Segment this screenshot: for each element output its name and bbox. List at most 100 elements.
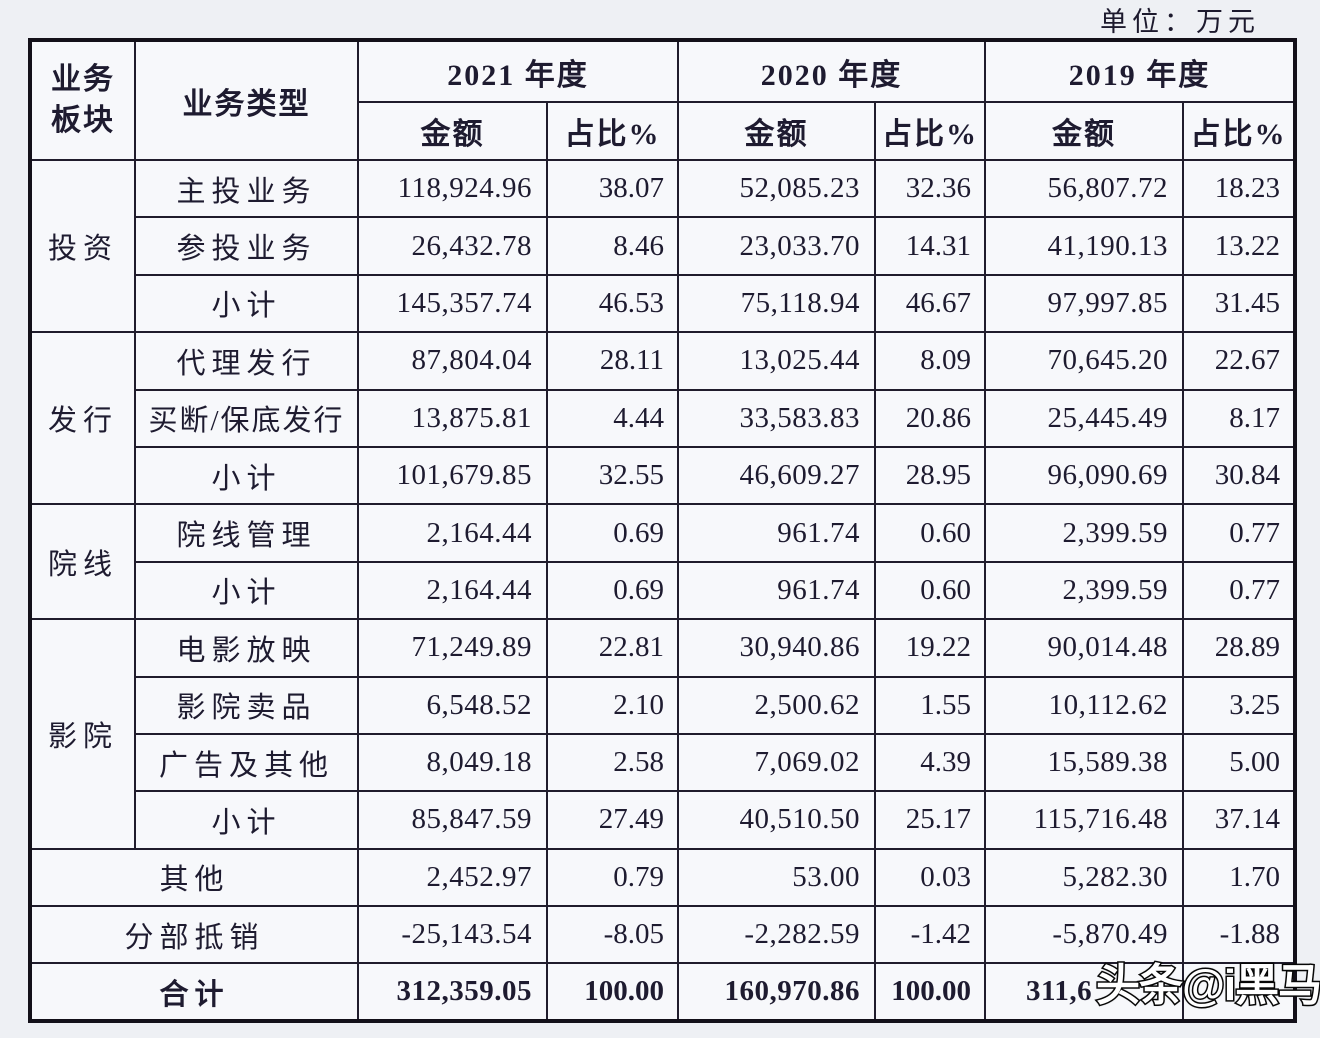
ratio-cell: 0.60 bbox=[874, 503, 986, 563]
segment-cell: 院线 bbox=[29, 503, 136, 621]
amount-cell: 2,164.44 bbox=[357, 560, 548, 621]
ratio-cell: -1.88 bbox=[1182, 905, 1296, 965]
amount-cell: 97,997.85 bbox=[984, 273, 1184, 334]
ratio-cell: 0.69 bbox=[546, 503, 679, 563]
amount-cell-obscured: 311,6 bbox=[984, 962, 1184, 1022]
amount-cell: 312,359.05 bbox=[357, 962, 548, 1022]
table-row: 院线 院线管理 2,164.44 0.69 961.74 0.60 2,399.… bbox=[29, 503, 1296, 621]
header-business-segment: 业务板块 bbox=[29, 39, 136, 161]
segment-cell: 影院 bbox=[29, 618, 136, 850]
ratio-cell: 1.55 bbox=[874, 675, 986, 735]
ratio-cell: 30.84 bbox=[1182, 445, 1296, 506]
type-cell: 参投业务 bbox=[134, 216, 359, 276]
amount-cell: 115,716.48 bbox=[984, 790, 1184, 850]
amount-cell: -2,282.59 bbox=[677, 905, 876, 965]
ratio-cell: 25.17 bbox=[874, 790, 986, 850]
type-cell: 代理发行 bbox=[134, 331, 359, 391]
ratio-cell: 0.77 bbox=[1182, 503, 1296, 563]
amount-cell: 40,510.50 bbox=[677, 790, 876, 850]
header-year-2019: 2019 年度 bbox=[984, 39, 1296, 103]
ratio-cell: 0.60 bbox=[874, 560, 986, 621]
table-row: 小计 145,357.74 46.53 75,118.94 46.67 97,9… bbox=[30, 273, 1296, 334]
ratio-cell: 22.81 bbox=[546, 618, 679, 678]
amount-cell: 8,049.18 bbox=[357, 732, 548, 793]
amount-cell: 53.00 bbox=[677, 847, 876, 908]
amount-cell: 87,804.04 bbox=[357, 331, 548, 391]
type-cell: 小计 bbox=[134, 273, 359, 334]
ratio-cell: -8.05 bbox=[546, 905, 679, 965]
segment-cell: 投资 bbox=[29, 158, 136, 334]
header-amount-2020: 金额 bbox=[677, 101, 876, 161]
table-row: 分部抵销 -25,143.54 -8.05 -2,282.59 -1.42 -5… bbox=[29, 905, 1296, 965]
amount-cell: 2,452.97 bbox=[357, 847, 548, 908]
amount-cell: 6,548.52 bbox=[357, 675, 548, 735]
header-year-2020: 2020 年度 bbox=[677, 39, 986, 103]
ratio-cell: 4.44 bbox=[546, 388, 679, 448]
table-row: 小计 85,847.59 27.49 40,510.50 25.17 115,7… bbox=[30, 790, 1296, 850]
ratio-cell: 31.45 bbox=[1182, 273, 1296, 334]
amount-cell: -5,870.49 bbox=[984, 905, 1184, 965]
amount-cell: 41,190.13 bbox=[984, 216, 1184, 276]
table-row-total: 合计 312,359.05 100.00 160,970.86 100.00 3… bbox=[29, 962, 1296, 1022]
amount-cell: 75,118.94 bbox=[677, 273, 876, 334]
header-row-metrics: 金额 占比% 金额 占比% 金额 占比% bbox=[30, 101, 1296, 161]
type-cell-total: 合计 bbox=[29, 962, 359, 1022]
type-cell: 电影放映 bbox=[134, 618, 359, 678]
amount-cell: 15,589.38 bbox=[984, 732, 1184, 793]
ratio-cell: 2.10 bbox=[546, 675, 679, 735]
header-ratio-2019: 占比% bbox=[1182, 101, 1296, 161]
watermark: 头条@i黑马 bbox=[1094, 961, 1320, 1010]
table-row: 影院卖品 6,548.52 2.10 2,500.62 1.55 10,112.… bbox=[30, 675, 1296, 735]
table-row: 发行 代理发行 87,804.04 28.11 13,025.44 8.09 7… bbox=[29, 331, 1296, 506]
ratio-cell: 4.39 bbox=[874, 732, 986, 793]
ratio-cell: 18.23 bbox=[1182, 158, 1296, 219]
ratio-cell: 100.00 bbox=[546, 962, 679, 1022]
table-row: 小计 2,164.44 0.69 961.74 0.60 2,399.59 0.… bbox=[30, 560, 1296, 621]
ratio-cell: 0.69 bbox=[546, 560, 679, 621]
type-cell: 影院卖品 bbox=[134, 675, 359, 735]
type-cell: 主投业务 bbox=[134, 158, 359, 219]
ratio-cell: 100.00 bbox=[874, 962, 986, 1022]
ratio-cell: 32.55 bbox=[546, 445, 679, 506]
table-row: 影院 电影放映 71,249.89 22.81 30,940.86 19.22 … bbox=[29, 618, 1296, 850]
amount-cell: 30,940.86 bbox=[677, 618, 876, 678]
ratio-cell: 8.09 bbox=[874, 331, 986, 391]
ratio-cell: 27.49 bbox=[546, 790, 679, 850]
type-cell: 广告及其他 bbox=[134, 732, 359, 793]
amount-cell: 5,282.30 bbox=[984, 847, 1184, 908]
header-year-2021: 2021 年度 bbox=[357, 39, 679, 103]
type-cell: 买断/保底发行 bbox=[134, 388, 359, 448]
amount-cell: 46,609.27 bbox=[677, 445, 876, 506]
ratio-cell: 0.03 bbox=[874, 847, 986, 908]
ratio-cell: 28.95 bbox=[874, 445, 986, 506]
amount-cell: 85,847.59 bbox=[357, 790, 548, 850]
ratio-cell: 5.00 bbox=[1182, 732, 1296, 793]
amount-cell: 23,033.70 bbox=[677, 216, 876, 276]
amount-cell: 90,014.48 bbox=[984, 618, 1184, 678]
table-row: 买断/保底发行 13,875.81 4.44 33,583.83 20.86 2… bbox=[30, 388, 1296, 448]
ratio-cell: 14.31 bbox=[874, 216, 986, 276]
table-row: 投资 主投业务 118,924.96 38.07 52,085.23 32.36… bbox=[29, 158, 1296, 334]
amount-cell: 26,432.78 bbox=[357, 216, 548, 276]
header-business-type: 业务类型 bbox=[134, 39, 359, 161]
ratio-cell: 32.36 bbox=[874, 158, 986, 219]
header-ratio-2020: 占比% bbox=[874, 101, 986, 161]
type-cell: 小计 bbox=[134, 790, 359, 850]
ratio-cell: 8.17 bbox=[1182, 388, 1296, 448]
ratio-cell: 28.11 bbox=[546, 331, 679, 391]
ratio-cell: 46.67 bbox=[874, 273, 986, 334]
amount-cell: 118,924.96 bbox=[357, 158, 548, 219]
ratio-cell: 28.89 bbox=[1182, 618, 1296, 678]
amount-cell: 145,357.74 bbox=[357, 273, 548, 334]
amount-cell: 7,069.02 bbox=[677, 732, 876, 793]
amount-cell: 56,807.72 bbox=[984, 158, 1184, 219]
amount-cell: -25,143.54 bbox=[357, 905, 548, 965]
type-cell-elimination: 分部抵销 bbox=[29, 905, 359, 965]
amount-cell: 961.74 bbox=[677, 503, 876, 563]
amount-cell: 2,164.44 bbox=[357, 503, 548, 563]
ratio-cell: 8.46 bbox=[546, 216, 679, 276]
segment-cell: 发行 bbox=[29, 331, 136, 506]
amount-cell: 10,112.62 bbox=[984, 675, 1184, 735]
type-cell-other: 其他 bbox=[29, 847, 359, 908]
header-row-years: 业务板块 业务类型 2021 年度 2020 年度 2019 年度 bbox=[29, 39, 1296, 161]
